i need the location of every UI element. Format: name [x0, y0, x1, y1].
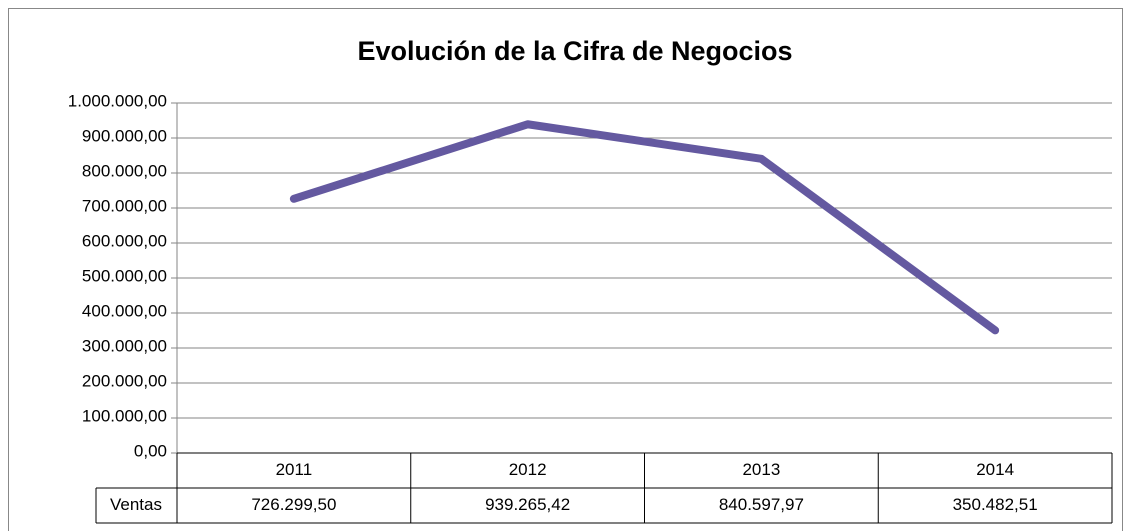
y-tick-label: 300.000,00	[82, 336, 167, 355]
y-tick-label: 400.000,00	[82, 301, 167, 320]
y-tick-label: 200.000,00	[82, 371, 167, 390]
data-label: 840.597,97	[719, 495, 804, 514]
y-tick-label: 1.000.000,00	[68, 91, 167, 110]
y-tick-label: 0,00	[134, 441, 167, 460]
legend-label: Ventas	[110, 495, 162, 514]
y-tick-label: 700.000,00	[82, 196, 167, 215]
x-tick-label: 2013	[742, 460, 780, 479]
x-tick-label: 2012	[509, 460, 547, 479]
line	[289, 120, 1000, 335]
y-tick-label: 900.000,00	[82, 126, 167, 145]
data-label: 726.299,50	[251, 495, 336, 514]
x-tick-label: 2014	[976, 460, 1014, 479]
y-tick-label: 600.000,00	[82, 231, 167, 250]
y-tick-label: 100.000,00	[82, 406, 167, 425]
x-tick-label: 2011	[276, 460, 313, 479]
data-label: 350.482,51	[953, 495, 1038, 514]
y-tick-label: 500.000,00	[82, 266, 167, 285]
y-tick-label: 800.000,00	[82, 161, 167, 180]
data-label: 939.265,42	[485, 495, 570, 514]
chart-border	[8, 8, 1123, 531]
chart-title: Evolución de la Cifra de Negocios	[357, 36, 792, 66]
